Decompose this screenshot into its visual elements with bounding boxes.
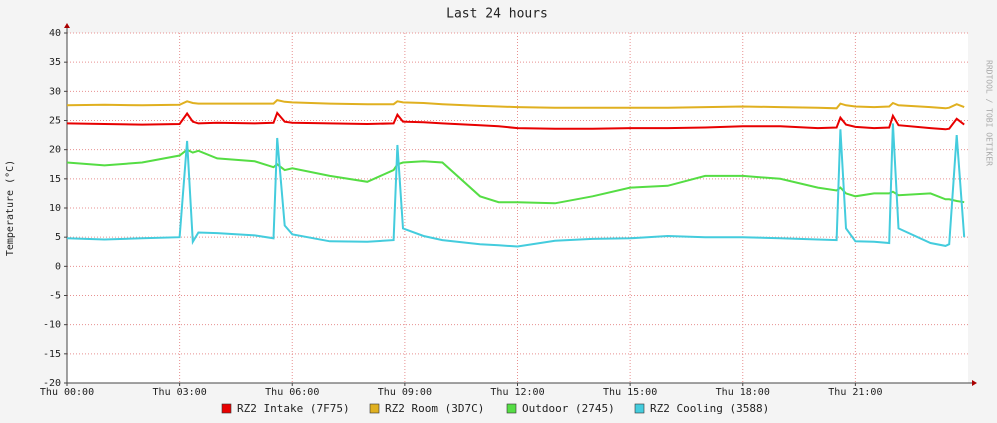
series-line [66,148,965,205]
y-tick-label: 25 [49,116,61,127]
legend-label: RZ2 Cooling (3588) [650,402,769,415]
y-tick-label: -10 [43,320,61,331]
y-tick-label: 0 [55,261,61,272]
x-tick-label: Thu 15:00 [603,387,657,398]
x-tick-label: Thu 18:00 [716,387,770,398]
x-tick-label: Thu 03:00 [153,387,207,398]
y-tick-label: 5 [55,232,61,243]
axis-arrow [972,380,977,386]
chart-title: Last 24 hours [446,7,548,22]
y-axis-label: Temperature (°C) [5,160,16,256]
legend-label: RZ2 Room (3D7C) [385,402,484,415]
y-tick-label: -5 [49,291,61,302]
x-tick-label: Thu 00:00 [40,387,94,398]
y-tick-label: 10 [49,203,61,214]
y-tick-label: 20 [49,145,61,156]
axis-arrow [64,23,70,28]
watermark: RRDTOOL / TOBI OETIKER [985,60,994,166]
series-line [66,99,965,110]
y-tick-label: -15 [43,349,61,360]
legend-swatch [506,403,517,414]
legend-swatch [369,403,380,414]
series-line [66,110,965,131]
x-tick-label: Thu 12:00 [490,387,544,398]
legend-swatch [221,403,232,414]
legend-swatch [634,403,645,414]
series-line [66,123,966,248]
x-tick-label: Thu 21:00 [828,387,882,398]
y-tick-label: 15 [49,174,61,185]
x-tick-label: Thu 06:00 [265,387,319,398]
y-tick-label: 30 [49,86,61,97]
y-tick-label: 35 [49,57,61,68]
y-tick-label: 40 [49,28,61,39]
x-tick-label: Thu 09:00 [378,387,432,398]
legend-label: Outdoor (2745) [522,402,615,415]
y-tick-label: -20 [43,378,61,389]
legend-label: RZ2 Intake (7F75) [237,402,350,415]
